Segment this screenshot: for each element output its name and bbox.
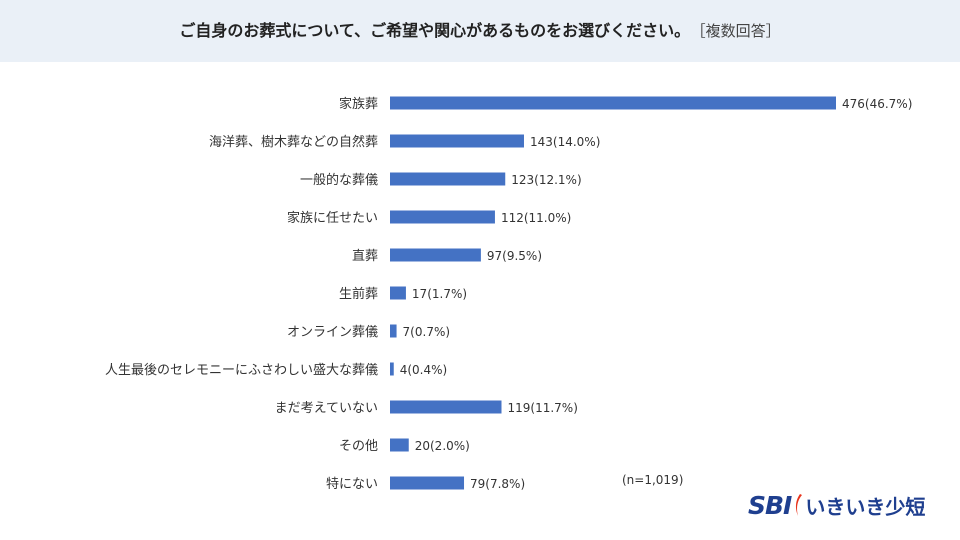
data-label: 20(2.0%) xyxy=(415,439,470,453)
data-label: 17(1.7%) xyxy=(412,287,467,301)
bar xyxy=(390,476,465,490)
category-label: 海洋葬、樹木葬などの自然葬 xyxy=(209,134,378,150)
data-label: 112(11.0%) xyxy=(501,211,571,225)
logo-brand-name: いきいき少短 xyxy=(805,494,926,519)
bar xyxy=(390,324,397,338)
data-label: 143(14.0%) xyxy=(530,135,600,149)
title-banner xyxy=(0,0,960,62)
bar xyxy=(390,400,502,414)
data-label: 4(0.4%) xyxy=(400,363,447,377)
bar xyxy=(390,172,506,186)
data-label: 79(7.8%) xyxy=(470,477,525,491)
data-label: 123(12.1%) xyxy=(511,173,581,187)
bar xyxy=(390,134,524,148)
data-label: 476(46.7%) xyxy=(842,97,912,111)
company-logo: SBI いきいき少短 xyxy=(748,490,925,520)
bar-chart: 家族葬 476(46.7%) 海洋葬、樹木葬などの自然葬 143(14.0%) 一般的な… xyxy=(105,96,912,492)
category-label: 直葬 xyxy=(352,249,378,264)
bar xyxy=(390,96,836,110)
sample-size-note: (n=1,019) xyxy=(622,473,684,487)
logo-sbi-text: SBI xyxy=(748,490,792,520)
data-label: 119(11.7%) xyxy=(508,401,578,415)
category-label: 家族に任せたい xyxy=(287,210,378,226)
logo-swoosh-icon xyxy=(796,494,803,516)
category-label: 一般的な葬儀 xyxy=(300,172,378,188)
bar xyxy=(390,438,409,452)
bar xyxy=(390,248,481,262)
chart-title-text: ご自身のお葬式について、ご希望や関心があるものをお選びください。 xyxy=(179,21,691,40)
category-label: 人生最後のセレモニーにふさわしい盛大な葬儀 xyxy=(105,363,378,378)
multiple-answer-note: ［複数回答］ xyxy=(698,22,781,40)
data-label: 97(9.5%) xyxy=(487,249,542,263)
chart-title: ご自身のお葬式について、ご希望や関心があるものをお選びください。 ［複数回答］ xyxy=(0,0,960,62)
category-label: 特にない xyxy=(326,477,378,492)
bar xyxy=(390,210,495,224)
category-label: まだ考えていない xyxy=(275,401,378,416)
bar xyxy=(390,286,406,300)
category-label: 家族葬 xyxy=(339,96,378,112)
category-label: 生前葬 xyxy=(339,286,378,302)
category-label: オンライン葬儀 xyxy=(287,325,378,340)
data-label: 7(0.7%) xyxy=(403,325,450,339)
bar xyxy=(390,362,394,376)
category-label: その他 xyxy=(339,439,378,454)
